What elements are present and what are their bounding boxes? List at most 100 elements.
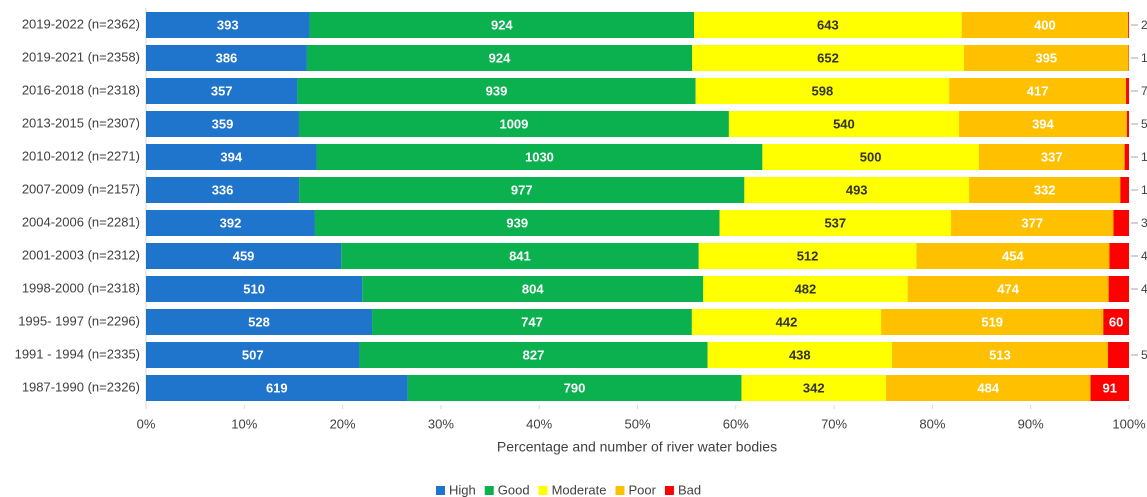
x-tick-label: 40% <box>526 416 552 431</box>
value-label: 50 <box>1141 348 1147 362</box>
bar-segment <box>1090 375 1129 401</box>
x-tick-label: 80% <box>919 416 945 431</box>
value-label: 977 <box>511 182 533 197</box>
bar-segment <box>1126 78 1129 104</box>
bar-segment <box>961 12 1129 38</box>
x-tick-label: 10% <box>231 416 257 431</box>
bar-segment <box>698 243 917 269</box>
x-tick-label: 70% <box>821 416 847 431</box>
value-label: 643 <box>817 17 839 32</box>
value-label: 394 <box>1032 116 1054 131</box>
bar-segment <box>146 144 317 170</box>
y-tick-label: 2013-2015 (n=2307) <box>22 115 140 130</box>
value-label: 337 <box>1041 149 1063 164</box>
legend-label: High <box>449 482 476 497</box>
bar-segment <box>146 243 342 269</box>
y-tick-label: 2004-2006 (n=2281) <box>22 214 140 229</box>
bar-segment <box>958 111 1127 137</box>
value-label: 386 <box>216 50 238 65</box>
bar-segment <box>1126 111 1129 137</box>
value-label: 454 <box>1002 248 1024 263</box>
value-label: 598 <box>812 83 834 98</box>
bar-segment <box>891 342 1108 368</box>
value-label: 5 <box>1141 117 1147 131</box>
x-tick-label: 100% <box>1112 416 1146 431</box>
value-label: 60 <box>1109 314 1123 329</box>
bar-segment <box>762 144 979 170</box>
bar-segment <box>298 111 729 137</box>
bar-segment <box>146 276 363 302</box>
bar-segment <box>341 243 699 269</box>
value-label: 482 <box>795 281 817 296</box>
value-label: 459 <box>233 248 255 263</box>
value-label: 939 <box>486 83 508 98</box>
value-label: 512 <box>797 248 819 263</box>
value-label: 747 <box>521 314 543 329</box>
value-label: 510 <box>243 281 265 296</box>
bar-segment <box>951 210 1114 236</box>
value-label: 841 <box>509 248 531 263</box>
bar-segment <box>885 375 1091 401</box>
bar-segment <box>1103 309 1129 335</box>
value-label: 939 <box>506 215 528 230</box>
legend-swatch <box>615 486 625 495</box>
bar-segment <box>297 78 696 104</box>
y-tick-label: 1998-2000 (n=2318) <box>22 280 140 295</box>
value-label: 619 <box>266 380 288 395</box>
x-tick-label: 20% <box>330 416 356 431</box>
x-tick-label: 30% <box>428 416 454 431</box>
y-tick-label: 2007-2009 (n=2157) <box>22 181 140 196</box>
value-label: 474 <box>997 281 1019 296</box>
bar-segment <box>146 375 408 401</box>
value-label: 46 <box>1141 249 1147 263</box>
bar-segment <box>969 177 1121 203</box>
value-label: 7 <box>1141 84 1147 98</box>
bar-segment <box>146 177 300 203</box>
legend-swatch <box>484 486 494 495</box>
value-label: 10 <box>1141 150 1147 164</box>
bar-segment <box>728 111 959 137</box>
bar-segment <box>744 177 970 203</box>
value-label: 1 <box>1141 51 1147 65</box>
x-axis-title: Percentage and number of river water bod… <box>497 439 777 455</box>
x-tick-label: 60% <box>723 416 749 431</box>
bar-segment <box>695 78 950 104</box>
value-label: 500 <box>860 149 882 164</box>
value-label: 442 <box>776 314 798 329</box>
bar-segment <box>707 342 892 368</box>
bar-segment <box>359 342 708 368</box>
value-label: 394 <box>220 149 242 164</box>
value-label: 513 <box>989 347 1011 362</box>
bar-segment <box>314 210 720 236</box>
value-label: 36 <box>1141 216 1147 230</box>
bar-segment <box>949 78 1127 104</box>
legend-swatch <box>538 486 548 495</box>
value-label: 827 <box>523 347 545 362</box>
y-tick-label: 1987-1990 (n=2326) <box>22 379 140 394</box>
bar-segment <box>978 144 1125 170</box>
bar-segment <box>691 309 882 335</box>
bar-segment <box>299 177 745 203</box>
y-tick-label: 2019-2022 (n=2362) <box>22 16 140 31</box>
value-label: 332 <box>1034 182 1056 197</box>
value-label: 790 <box>564 380 586 395</box>
y-tick-label: 1991 - 1994 (n=2335) <box>15 346 140 361</box>
bar-segment <box>881 309 1104 335</box>
value-label: 507 <box>242 347 264 362</box>
x-tick-label: 50% <box>624 416 650 431</box>
bar-segment <box>694 12 962 38</box>
bar-segment <box>362 276 704 302</box>
bar-segment <box>372 309 692 335</box>
value-label: 438 <box>789 347 811 362</box>
bar-segment <box>146 45 307 71</box>
value-label: 519 <box>981 314 1003 329</box>
y-tick-label: 2019-2021 (n=2358) <box>22 49 140 64</box>
x-tick-label: 90% <box>1018 416 1044 431</box>
legend-label: Good <box>498 482 530 497</box>
legend-label: Bad <box>678 482 701 497</box>
bar-segment <box>963 45 1129 71</box>
value-label: 537 <box>824 215 846 230</box>
y-tick-label: 2010-2012 (n=2271) <box>22 148 140 163</box>
bar-segment <box>1113 210 1129 236</box>
bar-segment <box>907 276 1109 302</box>
